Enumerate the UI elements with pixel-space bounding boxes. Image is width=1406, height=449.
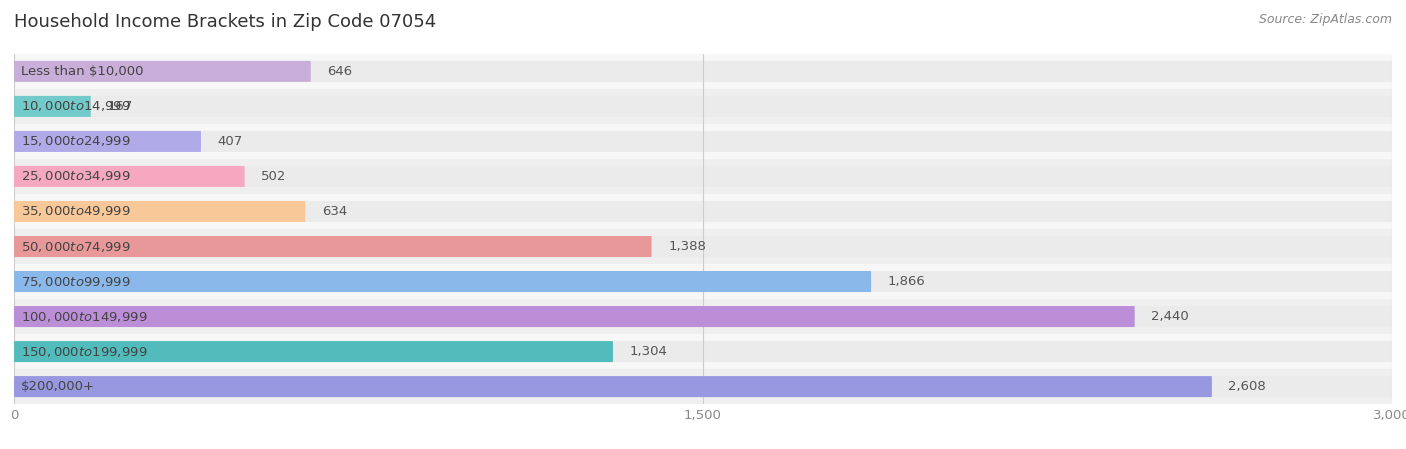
Text: 1,388: 1,388 bbox=[668, 240, 706, 253]
Bar bbox=[14, 89, 1392, 124]
FancyBboxPatch shape bbox=[14, 236, 1392, 257]
FancyBboxPatch shape bbox=[14, 376, 1212, 397]
Text: 646: 646 bbox=[328, 65, 353, 78]
Bar bbox=[14, 229, 1392, 264]
FancyBboxPatch shape bbox=[14, 341, 1392, 362]
FancyBboxPatch shape bbox=[14, 306, 1392, 327]
Text: $150,000 to $199,999: $150,000 to $199,999 bbox=[21, 344, 148, 359]
Bar bbox=[14, 264, 1392, 299]
FancyBboxPatch shape bbox=[14, 341, 613, 362]
Text: $50,000 to $74,999: $50,000 to $74,999 bbox=[21, 239, 131, 254]
FancyBboxPatch shape bbox=[14, 201, 305, 222]
Text: $25,000 to $34,999: $25,000 to $34,999 bbox=[21, 169, 131, 184]
Text: 634: 634 bbox=[322, 205, 347, 218]
FancyBboxPatch shape bbox=[14, 166, 1392, 187]
Text: Less than $10,000: Less than $10,000 bbox=[21, 65, 143, 78]
Text: $100,000 to $149,999: $100,000 to $149,999 bbox=[21, 309, 148, 324]
FancyBboxPatch shape bbox=[14, 271, 872, 292]
Text: $15,000 to $24,999: $15,000 to $24,999 bbox=[21, 134, 131, 149]
Text: 167: 167 bbox=[107, 100, 132, 113]
FancyBboxPatch shape bbox=[14, 306, 1135, 327]
FancyBboxPatch shape bbox=[14, 376, 1392, 397]
Bar bbox=[14, 299, 1392, 334]
FancyBboxPatch shape bbox=[14, 236, 651, 257]
FancyBboxPatch shape bbox=[14, 131, 1392, 152]
Text: Source: ZipAtlas.com: Source: ZipAtlas.com bbox=[1258, 13, 1392, 26]
Text: 502: 502 bbox=[262, 170, 287, 183]
Text: Household Income Brackets in Zip Code 07054: Household Income Brackets in Zip Code 07… bbox=[14, 13, 436, 31]
FancyBboxPatch shape bbox=[14, 271, 1392, 292]
Text: $35,000 to $49,999: $35,000 to $49,999 bbox=[21, 204, 131, 219]
Bar bbox=[14, 159, 1392, 194]
FancyBboxPatch shape bbox=[14, 96, 1392, 117]
Text: 2,608: 2,608 bbox=[1229, 380, 1267, 393]
Text: 1,866: 1,866 bbox=[887, 275, 925, 288]
FancyBboxPatch shape bbox=[14, 131, 201, 152]
Text: 1,304: 1,304 bbox=[630, 345, 668, 358]
FancyBboxPatch shape bbox=[14, 61, 1392, 82]
Text: $10,000 to $14,999: $10,000 to $14,999 bbox=[21, 99, 131, 114]
Bar bbox=[14, 194, 1392, 229]
FancyBboxPatch shape bbox=[14, 201, 1392, 222]
Bar bbox=[14, 369, 1392, 404]
Text: $75,000 to $99,999: $75,000 to $99,999 bbox=[21, 274, 131, 289]
Bar bbox=[14, 334, 1392, 369]
Bar bbox=[14, 124, 1392, 159]
FancyBboxPatch shape bbox=[14, 61, 311, 82]
FancyBboxPatch shape bbox=[14, 96, 91, 117]
Bar bbox=[14, 54, 1392, 89]
Text: 407: 407 bbox=[218, 135, 243, 148]
Text: 2,440: 2,440 bbox=[1152, 310, 1189, 323]
Text: $200,000+: $200,000+ bbox=[21, 380, 96, 393]
FancyBboxPatch shape bbox=[14, 166, 245, 187]
